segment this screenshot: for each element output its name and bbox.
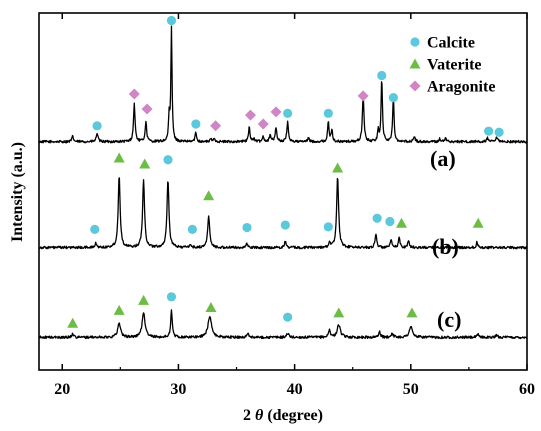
vaterite-marker bbox=[396, 217, 408, 228]
calcite-marker bbox=[92, 121, 102, 131]
vaterite-marker bbox=[67, 317, 79, 328]
x-axis-label: 2 θ (degree) bbox=[243, 407, 323, 424]
vaterite-marker bbox=[113, 152, 125, 163]
calcite-marker bbox=[242, 222, 252, 233]
x-axis-ticks: 20 30 40 50 60 bbox=[54, 13, 535, 398]
legend-vaterite-label: Vaterite bbox=[427, 57, 482, 74]
series-label-3: (c) bbox=[437, 307, 461, 332]
xrd-pattern-3 bbox=[38, 309, 528, 340]
xrd-pattern-1 bbox=[38, 25, 528, 144]
plot-frame bbox=[38, 12, 528, 371]
aragonite-marker bbox=[141, 103, 153, 115]
calcite-marker bbox=[283, 312, 293, 322]
legend-aragonite-marker bbox=[409, 80, 421, 92]
calcite-marker bbox=[388, 93, 398, 103]
series-label-2: (b) bbox=[432, 234, 459, 259]
marker-layer bbox=[67, 15, 504, 328]
aragonite-marker bbox=[244, 109, 256, 121]
vaterite-marker bbox=[139, 158, 151, 169]
calcite-marker bbox=[187, 224, 197, 234]
calcite-marker bbox=[191, 119, 201, 129]
legend-aragonite-label: Aragonite bbox=[427, 79, 495, 96]
vaterite-marker bbox=[332, 162, 344, 173]
aragonite-marker bbox=[210, 120, 222, 132]
aragonite-marker bbox=[128, 88, 140, 100]
calcite-marker bbox=[323, 222, 333, 232]
calcite-marker bbox=[377, 70, 387, 81]
aragonite-marker bbox=[270, 106, 282, 118]
x-tick-label: 20 bbox=[54, 381, 70, 398]
calcite-marker bbox=[372, 213, 382, 223]
calcite-marker bbox=[494, 127, 504, 137]
xrd-pattern-2 bbox=[38, 177, 528, 250]
vaterite-marker bbox=[113, 304, 125, 315]
aragonite-marker bbox=[257, 118, 269, 130]
aragonite-marker bbox=[357, 90, 369, 102]
calcite-marker bbox=[166, 292, 177, 302]
legend: Calcite Vaterite Aragonite bbox=[409, 35, 495, 96]
series-labels: (a) (b) (c) bbox=[430, 146, 461, 332]
vaterite-marker bbox=[138, 294, 150, 305]
x-tick-label: 40 bbox=[287, 381, 303, 398]
vaterite-marker bbox=[406, 307, 418, 318]
vaterite-marker bbox=[333, 307, 345, 318]
calcite-marker bbox=[280, 220, 290, 230]
x-tick-label: 60 bbox=[519, 381, 535, 398]
x-tick-label: 50 bbox=[403, 381, 419, 398]
calcite-marker bbox=[484, 126, 494, 136]
calcite-marker bbox=[163, 155, 173, 165]
series-label-1: (a) bbox=[430, 146, 456, 171]
calcite-marker bbox=[385, 216, 395, 227]
y-axis-label: Intensity (a.u.) bbox=[9, 142, 26, 242]
calcite-marker bbox=[283, 108, 293, 118]
calcite-marker bbox=[90, 224, 100, 234]
legend-calcite-label: Calcite bbox=[427, 35, 475, 52]
calcite-marker bbox=[166, 15, 177, 26]
vaterite-marker bbox=[205, 302, 217, 313]
series-layer bbox=[38, 25, 528, 340]
x-tick-label: 30 bbox=[170, 381, 186, 398]
calcite-marker bbox=[323, 108, 333, 118]
vaterite-marker bbox=[203, 190, 215, 201]
legend-calcite-marker bbox=[410, 37, 420, 47]
legend-vaterite-marker bbox=[409, 58, 421, 69]
vaterite-marker bbox=[472, 217, 484, 228]
